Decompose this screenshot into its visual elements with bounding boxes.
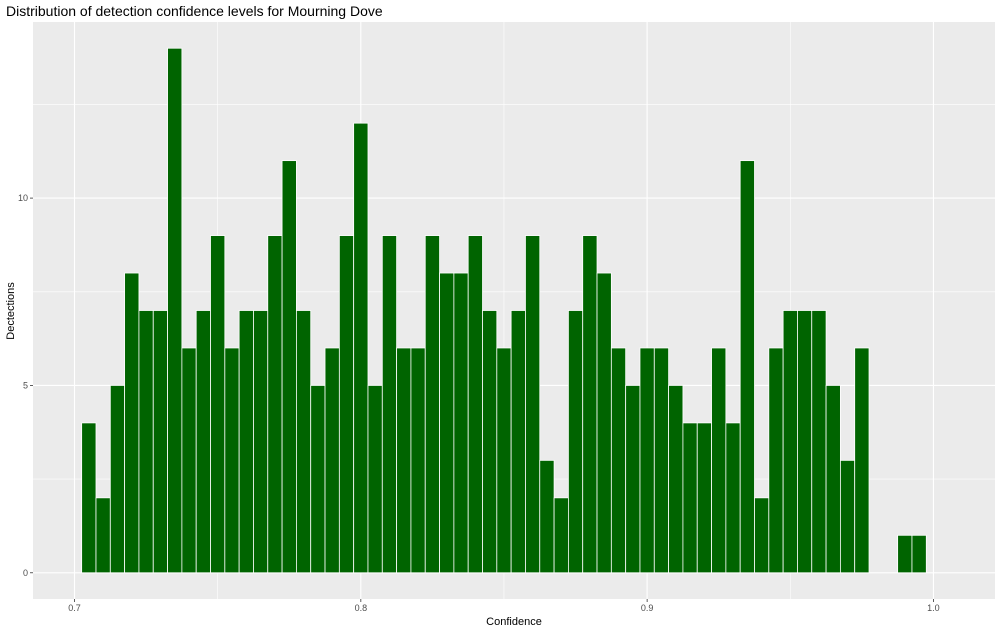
histogram-bar [653,347,670,574]
histogram-bar [797,310,813,574]
histogram-bar [825,385,841,574]
x-axis: 0.7 0.8 0.9 1.0 [68,599,940,613]
histogram-bar [267,235,283,574]
histogram-bar [539,459,555,574]
histogram-bar [854,347,870,574]
histogram-bar [525,235,541,574]
histogram-bar [510,310,526,574]
x-tick-label: 0.9 [641,603,654,613]
histogram-bar [338,235,355,574]
histogram-bar [195,310,211,574]
histogram-bar [81,422,97,574]
histogram-bar [310,385,326,574]
histogram-bar [768,347,784,574]
x-tick-label: 1.0 [927,603,940,613]
histogram-bar [610,347,627,574]
histogram-bar [353,122,369,574]
histogram-bar [167,47,183,574]
histogram-bar [682,422,698,574]
histogram-bar [596,272,612,574]
histogram-bar [181,347,197,574]
histogram-bar [424,235,440,574]
histogram-bar [668,385,684,574]
histogram-bar [696,422,712,574]
histogram-bar [897,534,913,574]
histogram-bar [839,459,856,574]
histogram-bar [453,272,469,574]
histogram-bar [754,497,770,574]
histogram-bar [381,235,398,574]
histogram-bar [109,385,126,574]
histogram-bar [739,160,755,574]
histogram-bar [582,235,598,574]
histogram-bar [625,385,641,574]
x-tick-label: 0.8 [355,603,368,613]
histogram-bar [152,310,168,574]
histogram-bar [396,347,412,574]
histogram-bar [410,347,426,574]
x-axis-title: Confidence [486,616,542,628]
histogram-bar [725,422,741,574]
histogram-bar [553,497,569,574]
y-tick-label: 10 [18,193,28,203]
histogram-bar [238,310,254,574]
histogram-bar [138,310,154,574]
histogram-bar [639,347,655,574]
histogram-bar [367,385,383,574]
histogram-bar [782,310,798,574]
histogram-bar [281,160,297,574]
histogram-bar [811,310,827,574]
histogram-bar [210,235,226,574]
histogram-bar [224,347,240,574]
histogram-bar [711,347,727,574]
histogram-bar [439,272,455,574]
y-axis-title: Dectections [5,282,17,340]
histogram-bar [496,347,512,574]
histogram-bar [124,272,140,574]
histogram-bar [467,235,483,574]
histogram-bar [911,534,927,574]
histogram-bar [324,347,340,574]
histogram-bar [567,310,584,574]
x-tick-label: 0.7 [68,603,81,613]
histogram-bar [253,310,269,574]
y-tick-label: 0 [23,568,28,578]
histogram-bar [482,310,498,574]
y-axis: 0 5 10 [18,193,33,578]
y-tick-label: 5 [23,380,28,390]
histogram-bar [95,497,111,574]
chart-title: Distribution of detection confidence lev… [6,3,383,19]
histogram-bars [81,47,927,574]
histogram-bar [296,310,312,574]
